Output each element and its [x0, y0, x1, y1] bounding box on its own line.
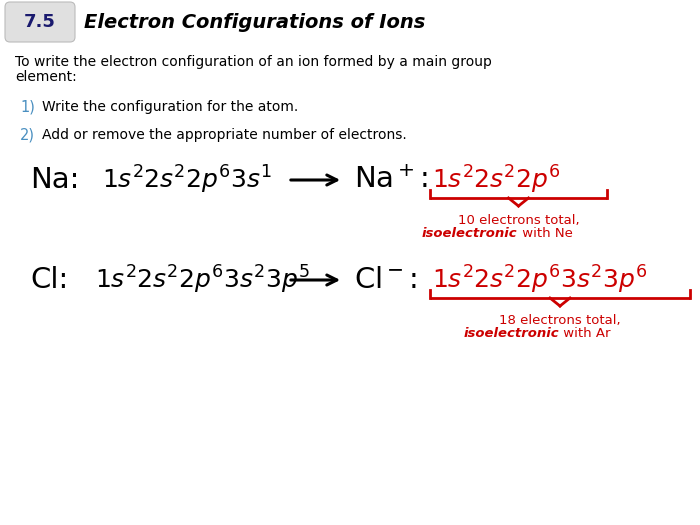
Text: $1s^22s^22p^63s^23p^5$: $1s^22s^22p^63s^23p^5$ [95, 264, 310, 296]
Text: element:: element: [15, 70, 77, 84]
Text: 10 electrons total,: 10 electrons total, [458, 214, 580, 227]
Text: isoelectronic: isoelectronic [422, 227, 517, 240]
FancyBboxPatch shape [5, 2, 75, 42]
Text: $1s^22s^22p^63s^1$: $1s^22s^22p^63s^1$ [102, 164, 272, 196]
Text: Cl$^-$:: Cl$^-$: [354, 266, 417, 294]
Text: $1s^22s^22p^6$: $1s^22s^22p^6$ [432, 164, 561, 196]
Text: with Ne: with Ne [517, 227, 573, 240]
Text: 1): 1) [20, 100, 35, 114]
Text: Cl:: Cl: [30, 266, 69, 294]
Text: 7.5: 7.5 [24, 13, 56, 31]
Text: Na$^+$:: Na$^+$: [354, 166, 428, 194]
Text: 2): 2) [20, 128, 35, 142]
Text: isoelectronic: isoelectronic [463, 327, 559, 340]
Text: $1s^22s^22p^63s^23p^6$: $1s^22s^22p^63s^23p^6$ [432, 264, 648, 296]
Text: with Ar: with Ar [559, 327, 610, 340]
Text: To write the electron configuration of an ion formed by a main group: To write the electron configuration of a… [15, 55, 492, 69]
Text: Write the configuration for the atom.: Write the configuration for the atom. [42, 100, 298, 114]
Text: Na:: Na: [30, 166, 79, 194]
Text: Add or remove the appropriate number of electrons.: Add or remove the appropriate number of … [42, 128, 407, 142]
Text: Electron Configurations of Ions: Electron Configurations of Ions [84, 13, 426, 32]
Text: 18 electrons total,: 18 electrons total, [499, 314, 621, 327]
